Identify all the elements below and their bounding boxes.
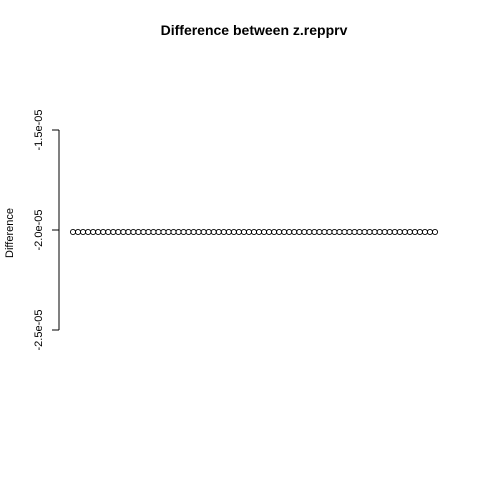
data-point-31 (220, 228, 227, 236)
data-point-70 (416, 228, 423, 236)
data-point-36 (245, 228, 253, 236)
data-point-12 (125, 228, 132, 236)
data-point-27 (200, 228, 207, 236)
data-point-8 (105, 228, 112, 236)
data-point-53 (331, 228, 338, 236)
data-point-42 (276, 228, 283, 236)
data-point-58 (356, 228, 363, 236)
data-point-49 (311, 228, 318, 236)
data-point-1 (69, 228, 77, 236)
data-point-73 (431, 228, 439, 236)
data-point-37 (250, 228, 258, 236)
data-point-10 (115, 228, 122, 236)
data-point-52 (326, 228, 333, 236)
data-point-60 (366, 228, 373, 236)
data-point-14 (135, 228, 142, 236)
data-point-33 (230, 228, 237, 236)
data-point-39 (261, 228, 268, 236)
y-axis-label: Difference (4, 208, 16, 258)
y-tick-label-2: -1.5e-05 (33, 110, 45, 151)
data-point-2 (74, 228, 82, 236)
data-point-45 (291, 228, 298, 236)
data-point-67 (401, 228, 408, 236)
data-point-4 (85, 228, 92, 236)
data-point-51 (321, 228, 328, 236)
data-point-30 (215, 228, 222, 236)
data-point-25 (190, 228, 197, 236)
data-point-22 (175, 228, 182, 236)
data-point-11 (120, 228, 127, 236)
data-point-32 (225, 228, 232, 236)
y-tick-label-0: -2.5e-05 (33, 310, 45, 351)
data-point-5 (90, 228, 97, 236)
y-axis: -2.5e-05 -2.0e-05 -1.5e-05 (33, 110, 60, 351)
data-point-56 (346, 228, 353, 236)
data-point-69 (411, 228, 418, 236)
data-point-3 (80, 228, 87, 236)
data-point-28 (205, 228, 212, 236)
data-point-15 (140, 228, 147, 236)
data-point-59 (361, 228, 368, 236)
data-point-23 (180, 228, 187, 236)
data-point-64 (386, 228, 393, 236)
data-point-50 (316, 228, 323, 236)
data-point-16 (145, 228, 152, 236)
data-point-17 (150, 228, 157, 236)
data-point-65 (391, 228, 398, 236)
data-point-62 (376, 228, 383, 236)
data-points (69, 228, 439, 236)
data-point-46 (296, 228, 303, 236)
data-point-34 (235, 228, 242, 236)
data-point-61 (371, 228, 378, 236)
data-point-18 (155, 228, 162, 236)
chart-title: Difference between z.repprv (161, 22, 348, 38)
y-tick-label-1: -2.0e-05 (33, 210, 45, 251)
data-point-20 (165, 228, 172, 236)
data-point-47 (301, 228, 308, 236)
data-point-66 (396, 228, 403, 236)
data-point-54 (336, 228, 343, 236)
data-point-40 (266, 228, 273, 236)
data-point-44 (286, 228, 293, 236)
data-point-24 (185, 228, 192, 236)
data-point-35 (240, 228, 247, 236)
data-point-48 (306, 228, 313, 236)
data-point-71 (421, 228, 428, 236)
data-point-19 (160, 228, 167, 236)
data-point-26 (195, 228, 202, 236)
data-point-41 (271, 228, 278, 236)
data-point-63 (381, 228, 388, 236)
data-point-57 (351, 228, 358, 236)
data-point-9 (110, 228, 117, 236)
data-point-72 (426, 228, 434, 236)
data-point-43 (281, 228, 288, 236)
data-point-6 (95, 228, 102, 236)
data-point-13 (130, 228, 137, 236)
data-point-55 (341, 228, 348, 236)
data-point-7 (100, 228, 107, 236)
data-point-21 (170, 228, 177, 236)
data-point-29 (210, 228, 217, 236)
data-point-38 (255, 228, 263, 236)
data-point-68 (406, 228, 413, 236)
